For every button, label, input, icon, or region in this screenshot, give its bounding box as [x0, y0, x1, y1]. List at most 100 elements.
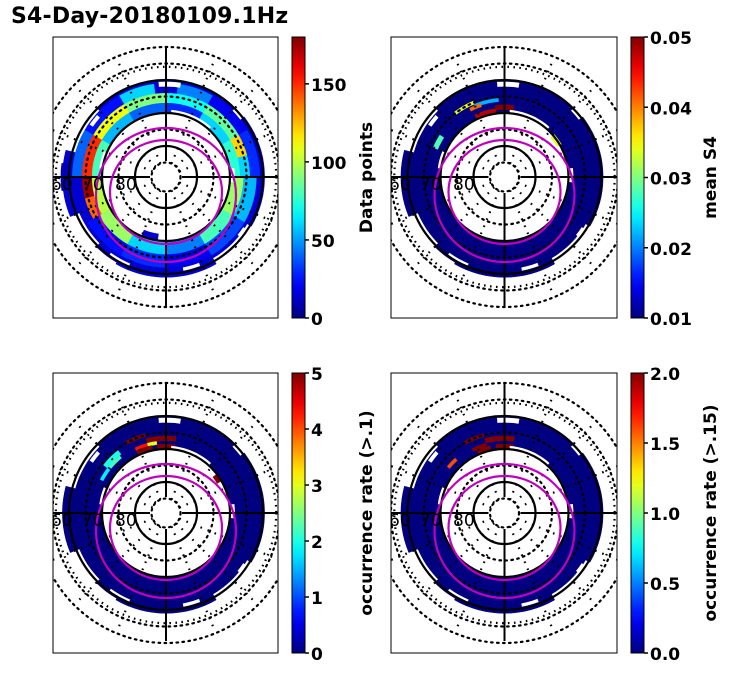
colorbar-tick-label: 0	[311, 310, 323, 330]
colorbar-label: occurrence rate (>.15)	[701, 404, 721, 621]
latitude-label: 80	[453, 511, 475, 531]
oval-outer-boundary	[433, 462, 576, 600]
colorbar-label: occurrence rate (>.1)	[357, 410, 377, 615]
data-bin	[108, 455, 122, 469]
dotted-mlt-line	[391, 464, 492, 509]
dotted-latitude-circle	[150, 161, 182, 193]
coverage-gap	[182, 262, 201, 271]
colorbar-bottom-left: 0 1 2 3 4 5 occurrence rate (>.1)	[291, 365, 377, 665]
dotted-latitude-circle	[150, 497, 182, 529]
latitude-label: 70	[420, 511, 442, 531]
coverage-bin	[239, 452, 265, 563]
plot-area: 60 70 80	[53, 381, 278, 645]
data-bin	[484, 435, 515, 444]
colorbar-tick-label: 150	[311, 76, 347, 96]
coverage-gap	[109, 588, 131, 603]
dotted-mlt-line	[178, 517, 278, 561]
colorbar-gradient	[291, 372, 306, 654]
dotted-mlt-line	[456, 525, 500, 628]
dotted-mlt-line	[456, 62, 500, 165]
colorbar-tick-label: 2	[311, 533, 323, 553]
dotted-mlt-line	[117, 62, 162, 165]
coverage-bin	[62, 485, 80, 553]
coverage-gap	[521, 262, 539, 271]
dotted-mlt-line	[170, 525, 215, 628]
colorbar-tick-label: 0.05	[650, 29, 692, 49]
dotted-mlt-line	[178, 181, 278, 225]
coverage-gap	[89, 451, 100, 463]
colorbar-tick-label: 1.5	[650, 435, 680, 455]
data-bin	[99, 467, 111, 482]
dotted-mlt-line	[517, 465, 617, 509]
dotted-mlt-line	[77, 88, 157, 168]
latitude-label: 60	[389, 175, 411, 195]
colorbar-tick-label: 100	[311, 154, 347, 174]
latitude-label: 70	[420, 175, 442, 195]
oval-outer-boundary	[94, 462, 238, 600]
dotted-mlt-line	[517, 517, 617, 561]
dotted-mlt-line	[117, 398, 162, 501]
coverage-gap	[576, 227, 585, 238]
coverage-bin	[400, 149, 419, 217]
dotted-mlt-line	[391, 517, 492, 562]
colorbar-gradient	[630, 372, 645, 654]
coverage-gap	[576, 563, 585, 574]
colorbar-top-right: 0.01 0.02 0.03 0.04 0.05 mean S4	[630, 29, 721, 330]
coverage-gap	[237, 227, 247, 238]
data-bin	[446, 457, 458, 469]
latitude-label: 80	[453, 175, 475, 195]
coverage-gap	[109, 252, 131, 267]
colorbar-top-left: 0 50 100 150 Data points	[291, 36, 377, 330]
dotted-mlt-line	[170, 189, 215, 292]
coverage-gap	[428, 451, 439, 463]
dotted-mlt-line	[416, 424, 496, 504]
dotted-mlt-line	[117, 189, 162, 292]
axes-frame	[390, 372, 618, 654]
plot-area: 60 70 80	[53, 45, 278, 309]
coverage-gap	[158, 417, 181, 424]
latitude-label: 70	[82, 175, 104, 195]
coverage-gap	[182, 598, 201, 607]
colorbar-tick-label: 1	[311, 589, 323, 609]
coverage-gap	[497, 81, 520, 88]
dotted-mlt-line	[517, 181, 617, 225]
colorbar-tick-label: 1.0	[650, 505, 680, 525]
axes-frame	[52, 36, 279, 319]
dotted-mlt-line	[53, 517, 154, 561]
dotted-mlt-line	[175, 88, 255, 168]
dotted-mlt-line	[513, 522, 593, 602]
dotted-mlt-line	[53, 181, 154, 225]
dotted-mlt-line	[416, 186, 496, 266]
polar-panel-top-right: 60 70 80	[389, 36, 618, 319]
coverage-gap	[447, 588, 469, 603]
oval-inner-boundary	[108, 474, 224, 582]
colorbar-tick-label: 0.04	[650, 99, 692, 119]
colorbar-gradient	[630, 36, 645, 319]
data-bin	[463, 433, 485, 445]
dotted-mlt-line	[170, 62, 215, 165]
axes-frame	[52, 372, 279, 654]
colorbar-label: Data points	[357, 122, 377, 233]
dotted-mlt-line	[170, 398, 215, 501]
colorbar-bottom-right: 0.0 0.5 1.0 1.5 2.0 occurrence rate (>.15)	[630, 365, 721, 665]
dotted-mlt-line	[509, 398, 553, 501]
colorbar-label: mean S4	[701, 136, 721, 219]
dotted-mlt-line	[77, 424, 157, 504]
colorbar-gradient	[291, 36, 306, 319]
oval-inner-boundary	[447, 474, 562, 582]
dotted-mlt-line	[175, 186, 255, 266]
latitude-label: 70	[82, 511, 104, 531]
coverage-gap	[237, 563, 247, 574]
coverage-gap	[497, 417, 520, 424]
plot-area: 60 70 80	[389, 45, 617, 309]
polar-panel-top-left: 60 70 80	[52, 36, 279, 319]
dotted-mlt-line	[117, 525, 162, 628]
latitude-label: 80	[115, 175, 137, 195]
dotted-mlt-line	[509, 62, 553, 165]
coverage-bin	[400, 485, 419, 553]
coverage-gap	[158, 81, 181, 88]
colorbar-tick-label: 50	[311, 232, 335, 252]
polar-panel-bottom-left: 60 70 80	[52, 372, 279, 654]
dotted-mlt-line	[513, 424, 593, 504]
